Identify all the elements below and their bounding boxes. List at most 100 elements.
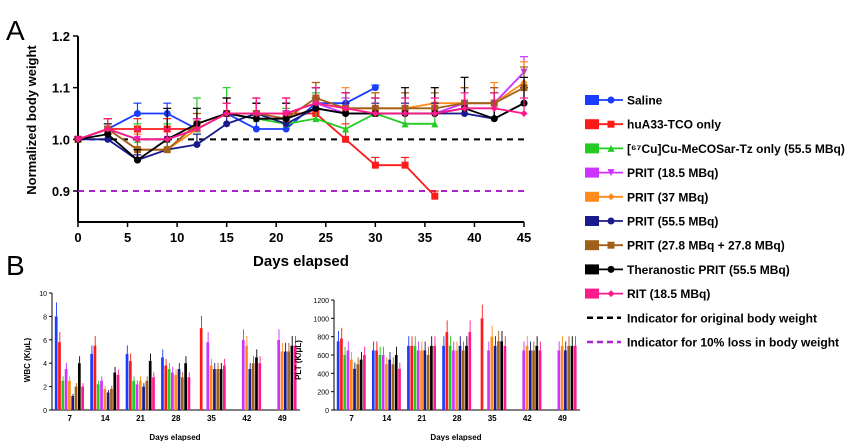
legend-label: RIT (18.5 MBq) xyxy=(627,287,710,301)
chart-a-point xyxy=(342,110,350,117)
chart-b1-ytick-label: 2 xyxy=(43,385,47,392)
chart-b2-category-label: 7 xyxy=(349,414,354,423)
chart-b1-bar xyxy=(174,374,178,410)
chart-b2-bar xyxy=(480,318,484,410)
legend-label: [⁶⁷Cu]Cu-MeCOSar-Tz only (55.5 MBq) xyxy=(627,142,845,156)
chart-a-xtick-label: 30 xyxy=(368,230,382,245)
chart-b1-category-label: 28 xyxy=(172,414,181,423)
chart-a-point xyxy=(163,146,171,154)
chart-a-point xyxy=(312,104,320,112)
chart-b2-bar xyxy=(538,350,542,410)
chart-a-point xyxy=(401,110,409,117)
chart-b2-ylabel: PLT (K/μL) xyxy=(294,340,303,380)
legend-marker xyxy=(607,290,615,298)
chart-b1-bar xyxy=(251,363,255,410)
chart-b1-ylabel: WBC (K/μL) xyxy=(23,337,32,382)
chart-b1-bar xyxy=(113,372,117,410)
chart-b2-bar xyxy=(375,350,378,410)
chart-a-point xyxy=(342,125,350,133)
chart-b1-bar xyxy=(161,357,164,410)
chart-b1-bar xyxy=(283,351,287,410)
panel-label-b: B xyxy=(6,250,25,281)
legend-label: huA33-TCO only xyxy=(627,118,721,132)
chart-b2-bar xyxy=(398,368,401,410)
chart-a-ylabel: Normalized body weight xyxy=(24,45,39,195)
chart-a-point xyxy=(252,125,260,133)
chart-b2-bar xyxy=(407,345,410,410)
chart-b1-bar xyxy=(132,380,136,410)
chart-b1-bar xyxy=(106,392,110,410)
chart-a-xlabel: Days elapsed xyxy=(253,253,349,270)
chart-b1-ytick-label: 6 xyxy=(43,338,47,345)
chart-b1-bar xyxy=(116,374,120,410)
chart-b2-bar xyxy=(353,368,356,410)
chart-b2-bar xyxy=(448,345,452,410)
chart-a-point xyxy=(371,84,379,92)
chart-a-series-line xyxy=(77,102,525,141)
chart-a-point xyxy=(104,125,112,133)
chart-b2-bar xyxy=(391,364,395,410)
chart-a-xtick-label: 25 xyxy=(319,230,333,245)
chart-b2-bar xyxy=(560,345,564,410)
chart-b1-bar xyxy=(110,388,113,410)
chart-a-point xyxy=(342,104,350,112)
chart-b1-bar xyxy=(152,377,155,410)
chart-b1-bar xyxy=(199,328,203,410)
legend-swatch xyxy=(585,143,599,154)
chart-b2-bar xyxy=(423,350,427,410)
chart-a-point xyxy=(133,110,141,117)
legend: Saline huA33-TCO only [⁶⁷Cu]Cu-MeCOSar-Tz … xyxy=(585,94,845,350)
legend-label: Saline xyxy=(627,94,663,108)
chart-b2-bar xyxy=(426,355,430,410)
chart-b2-bar xyxy=(430,345,433,410)
chart-a-xtick-label: 40 xyxy=(467,230,481,245)
chart-a-xtick-label: 10 xyxy=(170,230,184,245)
chart-b2-bar xyxy=(567,345,571,410)
legend-marker xyxy=(607,193,615,201)
chart-a-point xyxy=(193,141,201,148)
chart-b1-bar xyxy=(216,369,220,410)
chart-b2-ytick-label: 200 xyxy=(317,390,329,397)
chart-b2-bar xyxy=(433,345,437,410)
chart-b2-bar xyxy=(343,355,347,410)
chart-b1-bar xyxy=(74,386,78,410)
chart-b1-bar xyxy=(213,369,216,410)
chart-b1-bar xyxy=(142,386,145,410)
legend-marker xyxy=(607,96,615,104)
panel-label-a: A xyxy=(6,15,25,46)
chart-a-series-line xyxy=(78,102,525,162)
chart-b1-category-label: 49 xyxy=(278,414,287,423)
chart-a-xtick-label: 5 xyxy=(124,230,131,245)
plt-chart: PLT (K/μL) Days elapsed 0 200 400 600 800 100… xyxy=(294,298,580,441)
legend-swatch xyxy=(585,191,599,202)
chart-b1-bar xyxy=(125,353,129,410)
chart-a-point xyxy=(312,115,320,123)
chart-b2-category-label: 42 xyxy=(523,414,532,423)
chart-a-xtick-label: 35 xyxy=(418,230,432,245)
chart-a-point xyxy=(282,110,290,117)
legend-swatch xyxy=(585,119,599,130)
chart-b1-bar xyxy=(245,345,248,410)
chart-b1-ytick-label: 8 xyxy=(43,314,47,321)
chart-b2-bar xyxy=(487,350,490,410)
chart-b2-bar xyxy=(442,345,445,410)
chart-b2-bar xyxy=(528,350,532,410)
chart-b2-bar xyxy=(410,345,414,410)
chart-a-xtick-label: 15 xyxy=(219,230,233,245)
chart-b1-bar xyxy=(81,386,84,410)
chart-b2-bar xyxy=(349,359,353,410)
chart-a-point xyxy=(223,110,231,117)
chart-b1-bar xyxy=(64,369,68,410)
chart-b1-xlabel: Days elapsed xyxy=(149,433,200,441)
chart-b1-bar xyxy=(138,380,142,410)
chart-a-point xyxy=(461,110,469,117)
chart-b2-bar xyxy=(465,345,468,410)
legend-label: PRIT (27.8 MBq + 27.8 MBq) xyxy=(627,239,785,253)
chart-b2-bar xyxy=(497,341,500,410)
chart-a-point xyxy=(371,110,379,117)
chart-a-point xyxy=(133,135,141,143)
chart-b1-bar xyxy=(77,363,81,410)
chart-b2-bar xyxy=(461,350,465,410)
chart-b2-bar xyxy=(346,350,350,410)
chart-b1-bar xyxy=(248,369,252,410)
